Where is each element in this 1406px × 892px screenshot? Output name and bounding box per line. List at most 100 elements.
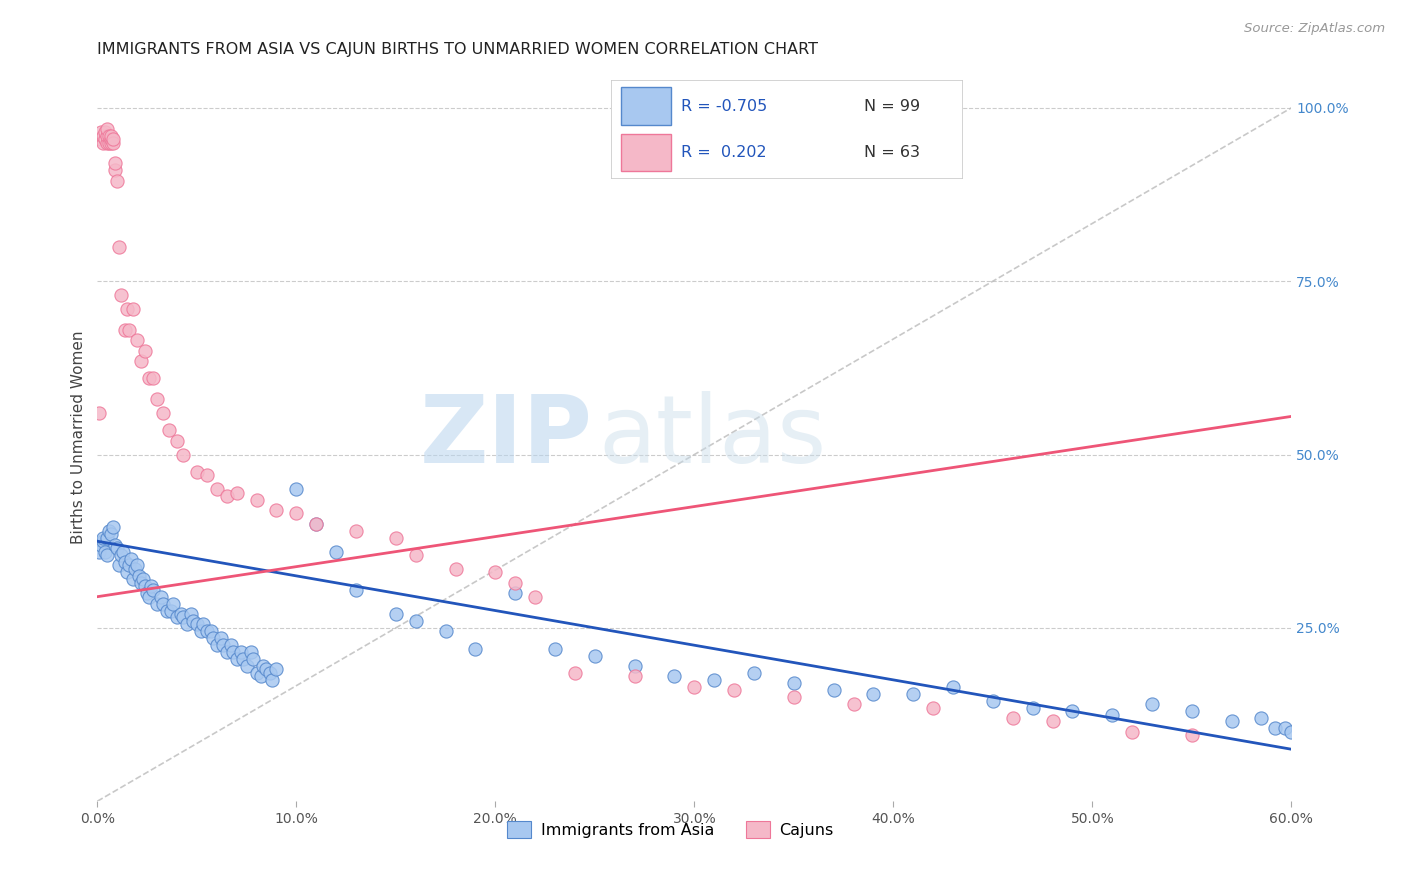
Point: [115, 301, 138, 316]
Point: [1181, 704, 1204, 718]
Point: [201, 632, 224, 646]
Point: [232, 652, 254, 666]
Point: [114, 555, 136, 569]
Point: [122, 572, 145, 586]
Point: [783, 676, 806, 690]
Point: [842, 697, 865, 711]
Point: [385, 531, 408, 545]
Point: [325, 544, 347, 558]
Point: [166, 434, 188, 448]
Point: [100, 132, 122, 146]
Point: [1279, 725, 1302, 739]
Point: [249, 669, 271, 683]
Point: [1121, 725, 1143, 739]
Point: [200, 624, 222, 639]
Point: [256, 663, 278, 677]
Point: [110, 548, 132, 562]
Point: [266, 663, 288, 677]
Point: [129, 575, 152, 590]
Point: [229, 645, 252, 659]
Point: [191, 617, 214, 632]
Point: [503, 575, 526, 590]
Point: [127, 558, 149, 573]
Point: [96, 128, 118, 143]
Point: [242, 652, 264, 666]
Point: [110, 288, 132, 302]
Point: [122, 301, 145, 316]
Point: [225, 652, 247, 666]
Point: [128, 569, 150, 583]
Point: [190, 624, 212, 639]
Point: [94, 125, 117, 139]
Point: [150, 590, 173, 604]
Point: [1101, 707, 1123, 722]
Point: [100, 136, 122, 150]
Point: [723, 683, 745, 698]
Point: [96, 121, 118, 136]
Point: [156, 603, 179, 617]
Text: Source: ZipAtlas.com: Source: ZipAtlas.com: [1244, 22, 1385, 36]
Point: [146, 597, 169, 611]
Point: [385, 607, 408, 621]
Point: [103, 136, 125, 150]
Point: [104, 163, 127, 178]
Point: [1062, 704, 1084, 718]
Point: [89, 544, 111, 558]
Y-axis label: Births to Unmarried Women: Births to Unmarried Women: [72, 330, 86, 544]
Point: [134, 343, 156, 358]
Point: [132, 572, 155, 586]
Point: [146, 392, 169, 406]
Point: [1264, 722, 1286, 736]
Point: [703, 673, 725, 687]
Point: [166, 610, 188, 624]
Point: [942, 680, 965, 694]
Text: ZIP: ZIP: [420, 392, 593, 483]
Point: [823, 683, 845, 698]
Point: [344, 524, 367, 538]
Point: [104, 538, 127, 552]
Point: [252, 659, 274, 673]
Point: [90, 538, 112, 552]
Point: [115, 566, 138, 580]
Point: [114, 323, 136, 337]
Point: [96, 531, 118, 545]
Point: [239, 645, 262, 659]
Point: [484, 566, 506, 580]
Point: [464, 641, 486, 656]
Point: [91, 128, 114, 143]
Point: [100, 128, 122, 143]
Point: [305, 516, 328, 531]
Point: [524, 590, 547, 604]
Point: [89, 406, 111, 420]
Point: [195, 468, 218, 483]
Point: [405, 614, 427, 628]
Point: [205, 638, 228, 652]
Point: [112, 544, 135, 558]
Point: [136, 586, 159, 600]
Point: [176, 617, 198, 632]
Point: [103, 520, 125, 534]
Point: [503, 586, 526, 600]
Point: [103, 132, 125, 146]
Point: [211, 638, 233, 652]
Point: [444, 562, 467, 576]
Point: [215, 645, 238, 659]
Point: [138, 371, 160, 385]
Point: [91, 534, 114, 549]
Point: [172, 610, 194, 624]
Point: [104, 156, 127, 170]
Point: [862, 687, 884, 701]
Point: [225, 485, 247, 500]
Point: [664, 669, 686, 683]
Point: [245, 665, 267, 680]
Point: [195, 624, 218, 639]
Point: [108, 558, 131, 573]
Point: [219, 638, 242, 652]
Point: [90, 125, 112, 139]
Point: [94, 544, 117, 558]
Point: [127, 333, 149, 347]
Point: [215, 489, 238, 503]
Point: [922, 700, 945, 714]
Point: [209, 632, 232, 646]
Point: [1140, 697, 1163, 711]
